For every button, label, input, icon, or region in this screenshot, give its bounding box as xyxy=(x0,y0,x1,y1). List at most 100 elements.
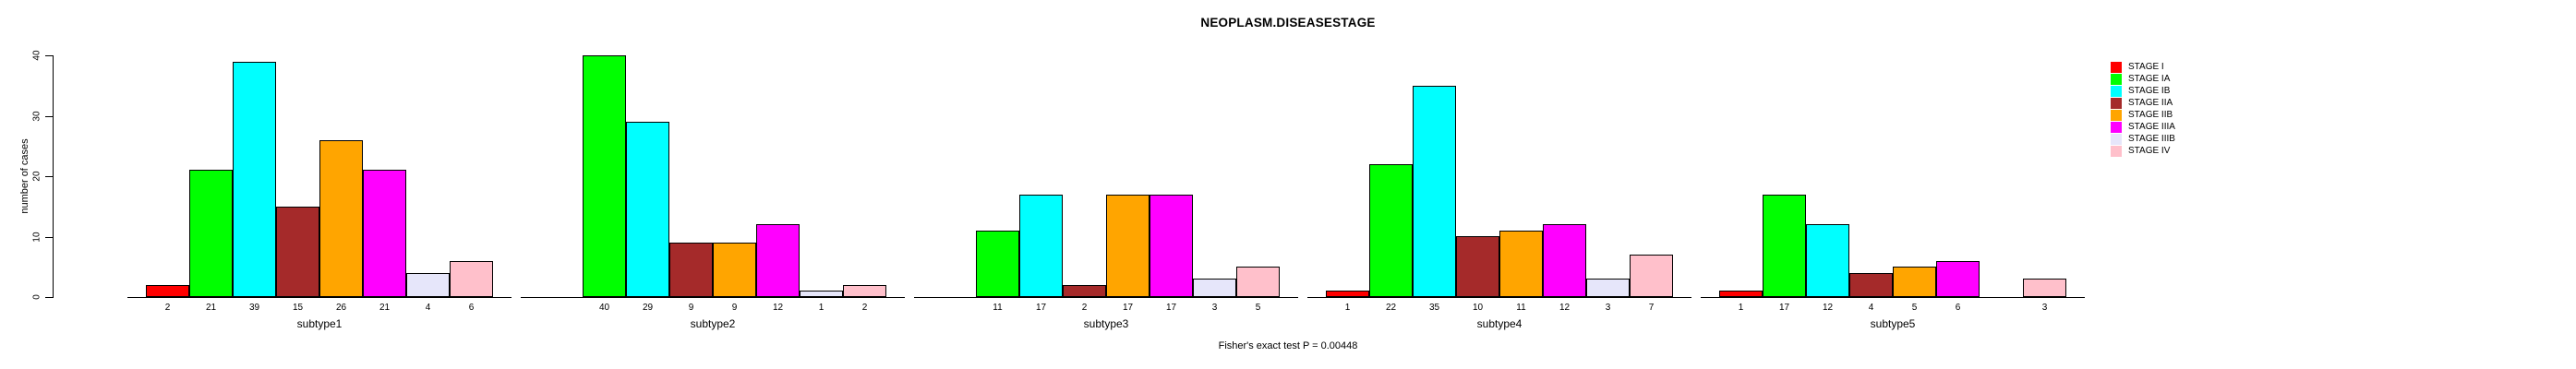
bar-value-label: 9 xyxy=(688,303,694,313)
bar-value-label: 17 xyxy=(1778,303,1790,313)
bar-group: 1 22 35 10 11 12 3 7 subtype4 xyxy=(1307,55,1691,330)
bar-value-label: 17 xyxy=(1035,303,1047,313)
bar-stage-iia-subtype1 xyxy=(276,207,319,297)
legend: STAGE I STAGE IA STAGE IB STAGE IIA STAGE II… xyxy=(2111,61,2175,157)
bar-value-label: 17 xyxy=(1165,303,1177,313)
bar-value-label: 2 xyxy=(1081,303,1088,313)
bar-stage-iia-subtype3 xyxy=(1063,285,1106,297)
group-baseline xyxy=(914,297,1298,298)
bar-slot xyxy=(1236,267,1280,297)
bar-value-label: 1 xyxy=(1344,303,1351,313)
bar-value-label: 6 xyxy=(468,303,475,313)
bar-slot xyxy=(976,231,1019,297)
bar-stage-iia-subtype4 xyxy=(1456,236,1499,297)
bar-value-label: 26 xyxy=(335,303,347,313)
bar-value-label: 2 xyxy=(164,303,171,313)
bar-stage-i-subtype1 xyxy=(146,285,189,297)
legend-item-label: STAGE IIB xyxy=(2128,110,2173,120)
bar-slot xyxy=(669,243,713,297)
group-baseline xyxy=(1307,297,1691,298)
bar-slot xyxy=(1019,195,1063,297)
bar-stage-ib-subtype1 xyxy=(233,62,276,297)
bar-slot xyxy=(626,122,669,297)
bar-group: 11 17 2 17 17 3 5 subtype3 xyxy=(914,55,1298,330)
chart-title: NEOPLASM.DISEASESTAGE xyxy=(1200,16,1376,30)
bar-value-label: 29 xyxy=(642,303,654,313)
legend-item-label: STAGE IIIB xyxy=(2128,134,2175,144)
bar-stage-ib-subtype2 xyxy=(626,122,669,297)
bar-value-label: 4 xyxy=(425,303,431,313)
bar-slot xyxy=(1369,164,1413,297)
bar-stage-i-subtype4 xyxy=(1326,291,1369,297)
legend-item-label: STAGE IIIA xyxy=(2128,122,2175,132)
legend-color-swatch-icon xyxy=(2111,73,2122,85)
bar-value-labels: 2 21 39 15 26 21 4 6 xyxy=(146,303,493,313)
bar-stage-iiia-subtype2 xyxy=(756,224,800,297)
bar-value-label: 9 xyxy=(731,303,738,313)
bar-value-label: 3 xyxy=(1211,303,1218,313)
bar-value-label: 1 xyxy=(1738,303,1744,313)
bar-value-label: 12 xyxy=(1822,303,1834,313)
bar-stage-ia-subtype4 xyxy=(1369,164,1413,297)
bar-value-labels: 40 29 9 9 12 1 2 xyxy=(539,303,886,313)
bar-slot xyxy=(1893,267,1936,297)
bar-slot xyxy=(1543,224,1586,297)
group-baseline xyxy=(521,297,905,298)
bar-slot xyxy=(843,285,886,297)
bar-stage-iia-subtype5 xyxy=(1849,273,1893,297)
bar-slot xyxy=(363,170,406,297)
bar-value-label: 22 xyxy=(1385,303,1397,313)
legend-item: STAGE IA xyxy=(2111,73,2175,85)
bar-stage-iib-subtype1 xyxy=(319,140,363,297)
bar-stage-ib-subtype5 xyxy=(1806,224,1849,297)
fisher-test-annotation: Fisher's exact test P = 0.00448 xyxy=(1218,340,1358,351)
legend-item-label: STAGE IB xyxy=(2128,86,2171,96)
y-tick-label: 10 xyxy=(31,231,42,243)
bar-row xyxy=(1326,55,1673,297)
bar-value-labels: 11 17 2 17 17 3 5 xyxy=(933,303,1280,313)
legend-item-label: STAGE IA xyxy=(2128,74,2171,84)
bar-value-label: 7 xyxy=(1648,303,1655,313)
bar-stage-iiia-subtype5 xyxy=(1936,261,1980,297)
bar-slot xyxy=(276,207,319,297)
legend-color-swatch-icon xyxy=(2111,97,2122,109)
bar-value-labels: 1 22 35 10 11 12 3 7 xyxy=(1326,303,1673,313)
y-tick-label: 20 xyxy=(31,171,42,182)
bar-value-label: 35 xyxy=(1428,303,1440,313)
bar-slot xyxy=(1413,86,1456,297)
y-tick-label: 30 xyxy=(31,110,42,122)
bar-stage-iv-subtype5 xyxy=(2023,279,2066,297)
bar-stage-iiia-subtype4 xyxy=(1543,224,1586,297)
bar-value-label xyxy=(933,303,976,313)
bar-group: 2 21 39 15 26 21 4 6 subtype1 xyxy=(127,55,512,330)
bar-stage-ib-subtype3 xyxy=(1019,195,1063,297)
legend-color-swatch-icon xyxy=(2111,121,2122,133)
bar-value-label xyxy=(1980,303,2023,313)
legend-item-label: STAGE IIA xyxy=(2128,98,2173,108)
bar-row xyxy=(1719,55,2066,297)
bar-slot xyxy=(713,243,756,297)
bar-stage-iv-subtype2 xyxy=(843,285,886,297)
bar-slot xyxy=(1849,273,1893,297)
bar-row xyxy=(146,55,493,297)
y-axis-label: number of cases xyxy=(19,138,30,214)
bar-slot xyxy=(319,140,363,297)
bar-value-label: 21 xyxy=(379,303,391,313)
legend-color-swatch-icon xyxy=(2111,109,2122,121)
bar-group: 40 29 9 9 12 1 2 subtype2 xyxy=(521,55,905,330)
bar-slot xyxy=(583,55,626,297)
bar-slot xyxy=(1193,279,1236,297)
legend-item: STAGE IIB xyxy=(2111,109,2175,121)
bar-value-label: 40 xyxy=(598,303,610,313)
bar-value-label: 6 xyxy=(1955,303,1961,313)
bar-slot xyxy=(189,170,233,297)
legend-color-swatch-icon xyxy=(2111,133,2122,145)
group-baseline xyxy=(127,297,512,298)
bar-stage-ia-subtype5 xyxy=(1763,195,1806,297)
legend-item: STAGE IB xyxy=(2111,85,2175,97)
bar-value-label: 12 xyxy=(1559,303,1571,313)
bar-stage-iib-subtype5 xyxy=(1893,267,1936,297)
y-tick-mark xyxy=(45,55,53,56)
bar-slot xyxy=(450,261,493,297)
